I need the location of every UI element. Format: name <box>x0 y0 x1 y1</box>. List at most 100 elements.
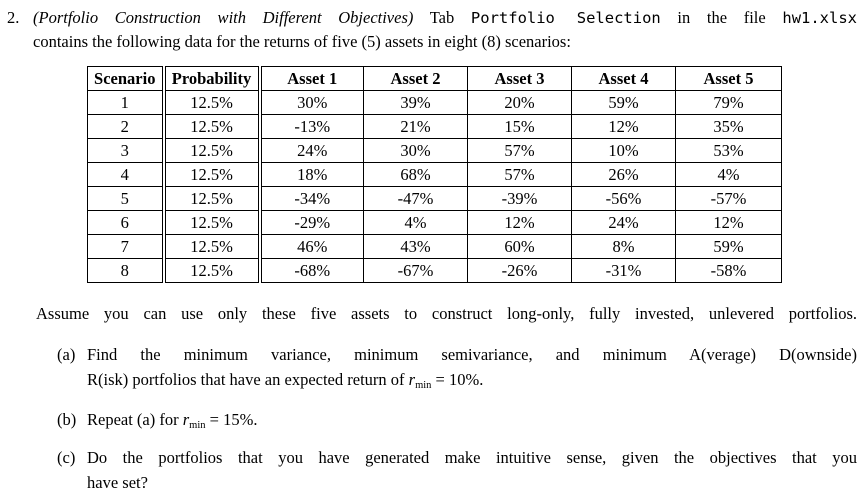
cell-asset2: 68% <box>363 162 468 187</box>
col-header-asset1: Asset 1 <box>259 66 364 91</box>
item-a-line1: Find the minimum variance, minimum semiv… <box>87 345 857 364</box>
item-b: (b) Repeat (a) for rmin = 15%. <box>0 407 857 432</box>
item-c-line2: have set? <box>87 473 148 492</box>
cell-scenario: 1 <box>87 90 166 115</box>
cell-asset3: 60% <box>467 234 572 259</box>
cell-asset5: 35% <box>675 114 782 139</box>
cell-asset2: 43% <box>363 234 468 259</box>
cell-asset3: 15% <box>467 114 572 139</box>
table-row: 2 12.5% -13% 21% 15% 12% 35% <box>87 114 782 139</box>
cell-asset2: -47% <box>363 186 468 211</box>
cell-scenario: 5 <box>87 186 166 211</box>
cell-probability: 12.5% <box>163 90 262 115</box>
cell-asset5: -58% <box>675 258 782 283</box>
tab-name: Portfolio Selection <box>470 9 661 27</box>
cell-asset5: 4% <box>675 162 782 187</box>
cell-asset1: -13% <box>259 114 364 139</box>
col-header-scenario: Scenario <box>87 66 166 91</box>
cell-asset3: 12% <box>467 210 572 235</box>
intro-file-phrase: in the file <box>677 8 766 27</box>
problem-title-italic: (Portfolio Construction with Different O… <box>33 8 414 27</box>
cell-asset3: 20% <box>467 90 572 115</box>
problem-paragraph: 2. (Portfolio Construction with Differen… <box>0 6 857 54</box>
rmin-variable: rmin <box>408 370 432 391</box>
cell-asset2: 21% <box>363 114 468 139</box>
cell-asset3: -39% <box>467 186 572 211</box>
cell-asset3: 57% <box>467 138 572 163</box>
item-b-line: Repeat (a) for rmin = 15%. <box>87 407 857 432</box>
item-b-label: (b) <box>57 410 77 429</box>
cell-asset5: -57% <box>675 186 782 211</box>
cell-asset3: 57% <box>467 162 572 187</box>
cell-probability: 12.5% <box>163 114 262 139</box>
file-name: hw1.xlsx <box>782 9 858 27</box>
cell-asset1: 46% <box>259 234 364 259</box>
rmin-variable: rmin <box>182 410 206 431</box>
col-header-probability: Probability <box>163 66 262 91</box>
cell-asset1: -34% <box>259 186 364 211</box>
cell-probability: 12.5% <box>163 210 262 235</box>
cell-probability: 12.5% <box>163 186 262 211</box>
cell-asset1: 18% <box>259 162 364 187</box>
problem-intro-line2: contains the following data for the retu… <box>33 32 571 51</box>
table-row: 4 12.5% 18% 68% 57% 26% 4% <box>87 162 782 187</box>
cell-asset5: 59% <box>675 234 782 259</box>
cell-asset2: 4% <box>363 210 468 235</box>
rmin-subscript: min <box>189 420 206 431</box>
col-header-asset2: Asset 2 <box>363 66 468 91</box>
cell-asset2: 39% <box>363 90 468 115</box>
rmin-symbol: r <box>408 370 416 389</box>
cell-asset1: 24% <box>259 138 364 163</box>
cell-asset4: 10% <box>571 138 676 163</box>
rmin-symbol: r <box>182 410 190 429</box>
problem-number: 2. <box>7 8 20 27</box>
cell-asset4: 24% <box>571 210 676 235</box>
cell-asset4: 26% <box>571 162 676 187</box>
table-row: 7 12.5% 46% 43% 60% 8% 59% <box>87 234 782 259</box>
problem-intro-line1: (Portfolio Construction with Different O… <box>33 6 857 30</box>
table-row: 1 12.5% 30% 39% 20% 59% 79% <box>87 90 782 115</box>
cell-probability: 12.5% <box>163 162 262 187</box>
cell-asset1: 30% <box>259 90 364 115</box>
cell-asset2: 30% <box>363 138 468 163</box>
intro-tab-word: Tab <box>429 8 455 27</box>
cell-asset4: -31% <box>571 258 676 283</box>
col-header-asset4: Asset 4 <box>571 66 676 91</box>
cell-asset4: -56% <box>571 186 676 211</box>
cell-asset5: 12% <box>675 210 782 235</box>
item-a-label: (a) <box>57 345 76 364</box>
cell-scenario: 6 <box>87 210 166 235</box>
cell-probability: 12.5% <box>163 138 262 163</box>
cell-scenario: 4 <box>87 162 166 187</box>
item-c: (c) Do the portfolios that you have gene… <box>0 445 857 495</box>
table-row: 5 12.5% -34% -47% -39% -56% -57% <box>87 186 782 211</box>
item-b-text: Repeat (a) for <box>87 410 179 429</box>
col-header-asset3: Asset 3 <box>467 66 572 91</box>
cell-asset4: 59% <box>571 90 676 115</box>
cell-asset4: 8% <box>571 234 676 259</box>
cell-scenario: 7 <box>87 234 166 259</box>
item-a-line2: R(isk) portfolios that have an expected … <box>87 367 857 392</box>
cell-asset1: -29% <box>259 210 364 235</box>
col-header-asset5: Asset 5 <box>675 66 782 91</box>
cell-probability: 12.5% <box>163 258 262 283</box>
item-c-label: (c) <box>57 448 76 467</box>
returns-table-header-row: Scenario Probability Asset 1 Asset 2 Ass… <box>87 66 782 91</box>
rmin-subscript: min <box>415 380 432 391</box>
cell-asset4: 12% <box>571 114 676 139</box>
cell-probability: 12.5% <box>163 234 262 259</box>
table-row: 3 12.5% 24% 30% 57% 10% 53% <box>87 138 782 163</box>
cell-asset5: 79% <box>675 90 782 115</box>
returns-table: Scenario Probability Asset 1 Asset 2 Ass… <box>87 66 782 283</box>
cell-scenario: 3 <box>87 138 166 163</box>
item-a-target-value: = 10%. <box>435 370 484 389</box>
table-row: 6 12.5% -29% 4% 12% 24% 12% <box>87 210 782 235</box>
item-b-target-value: = 15%. <box>209 410 258 429</box>
cell-asset5: 53% <box>675 138 782 163</box>
cell-scenario: 8 <box>87 258 166 283</box>
cell-scenario: 2 <box>87 114 166 139</box>
item-a: (a) Find the minimum variance, minimum s… <box>0 342 857 392</box>
item-a-line2-text: R(isk) portfolios that have an expected … <box>87 370 405 389</box>
cell-asset2: -67% <box>363 258 468 283</box>
